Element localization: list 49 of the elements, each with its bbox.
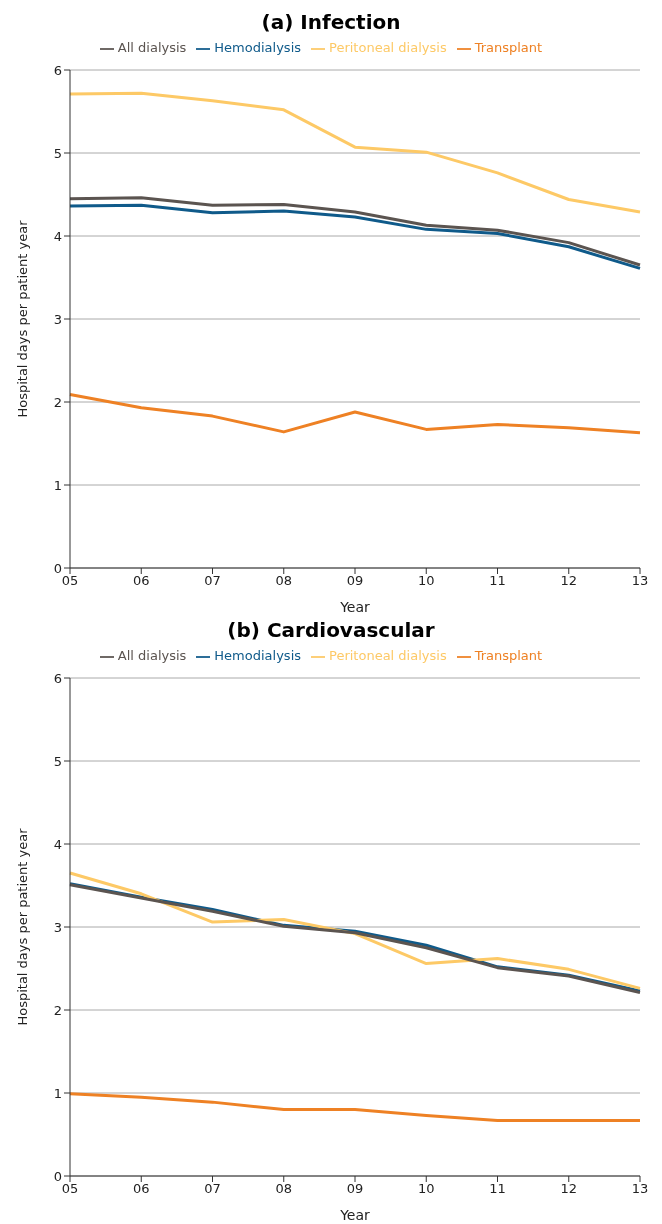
y-tick-label: 5 xyxy=(53,753,62,769)
y-tick-label: 4 xyxy=(53,228,62,244)
legend-label: Peritoneal dialysis xyxy=(329,40,447,55)
x-tick-label: 07 xyxy=(204,573,221,589)
legend-label: All dialysis xyxy=(117,40,187,55)
x-tick-label: 13 xyxy=(631,1181,649,1197)
legend-label: Transplant xyxy=(474,648,543,663)
x-axis-title: Year xyxy=(339,1207,371,1223)
x-tick-label: 13 xyxy=(631,573,649,589)
x-tick-label: 12 xyxy=(560,573,578,589)
x-tick-label: 08 xyxy=(275,573,293,589)
y-axis-title: Hospital days per patient year xyxy=(14,827,30,1026)
y-tick-label: 2 xyxy=(53,394,62,410)
x-tick-label: 07 xyxy=(204,1181,221,1197)
y-tick-label: 1 xyxy=(53,1085,62,1101)
y-tick-label: 6 xyxy=(53,62,62,78)
x-tick-label: 10 xyxy=(417,573,435,589)
x-tick-label: 05 xyxy=(61,1181,79,1197)
x-axis-title: Year xyxy=(339,599,371,615)
y-tick-label: 5 xyxy=(53,145,62,161)
legend-label: All dialysis xyxy=(117,648,187,663)
y-tick-label: 3 xyxy=(53,919,62,935)
x-tick-label: 08 xyxy=(275,1181,293,1197)
legend-label: Peritoneal dialysis xyxy=(329,648,447,663)
y-tick-label: 1 xyxy=(53,477,62,493)
chart-title: (b) Cardiovascular xyxy=(226,617,436,644)
x-tick-label: 12 xyxy=(560,1181,578,1197)
y-tick-label: 0 xyxy=(53,1168,62,1184)
x-tick-label: 11 xyxy=(489,573,506,589)
x-tick-label: 06 xyxy=(132,573,150,589)
y-tick-label: 6 xyxy=(53,670,62,686)
x-tick-label: 09 xyxy=(346,573,364,589)
legend-label: Hemodialysis xyxy=(214,40,302,55)
line-series xyxy=(68,1092,642,1122)
line-series xyxy=(68,393,642,435)
y-tick-label: 3 xyxy=(53,311,62,327)
x-tick-label: 11 xyxy=(489,1181,506,1197)
y-tick-label: 2 xyxy=(53,1002,62,1018)
chart-title: (a) Infection xyxy=(260,9,402,36)
x-tick-label: 10 xyxy=(417,1181,435,1197)
legend-label: Transplant xyxy=(474,40,543,55)
legend-label: Hemodialysis xyxy=(214,648,302,663)
x-tick-label: 06 xyxy=(132,1181,150,1197)
y-tick-label: 4 xyxy=(53,836,62,852)
y-axis-title: Hospital days per patient year xyxy=(14,219,30,418)
x-tick-label: 09 xyxy=(346,1181,364,1197)
x-tick-label: 05 xyxy=(61,573,79,589)
line-series xyxy=(68,91,642,214)
y-tick-label: 0 xyxy=(53,560,62,576)
